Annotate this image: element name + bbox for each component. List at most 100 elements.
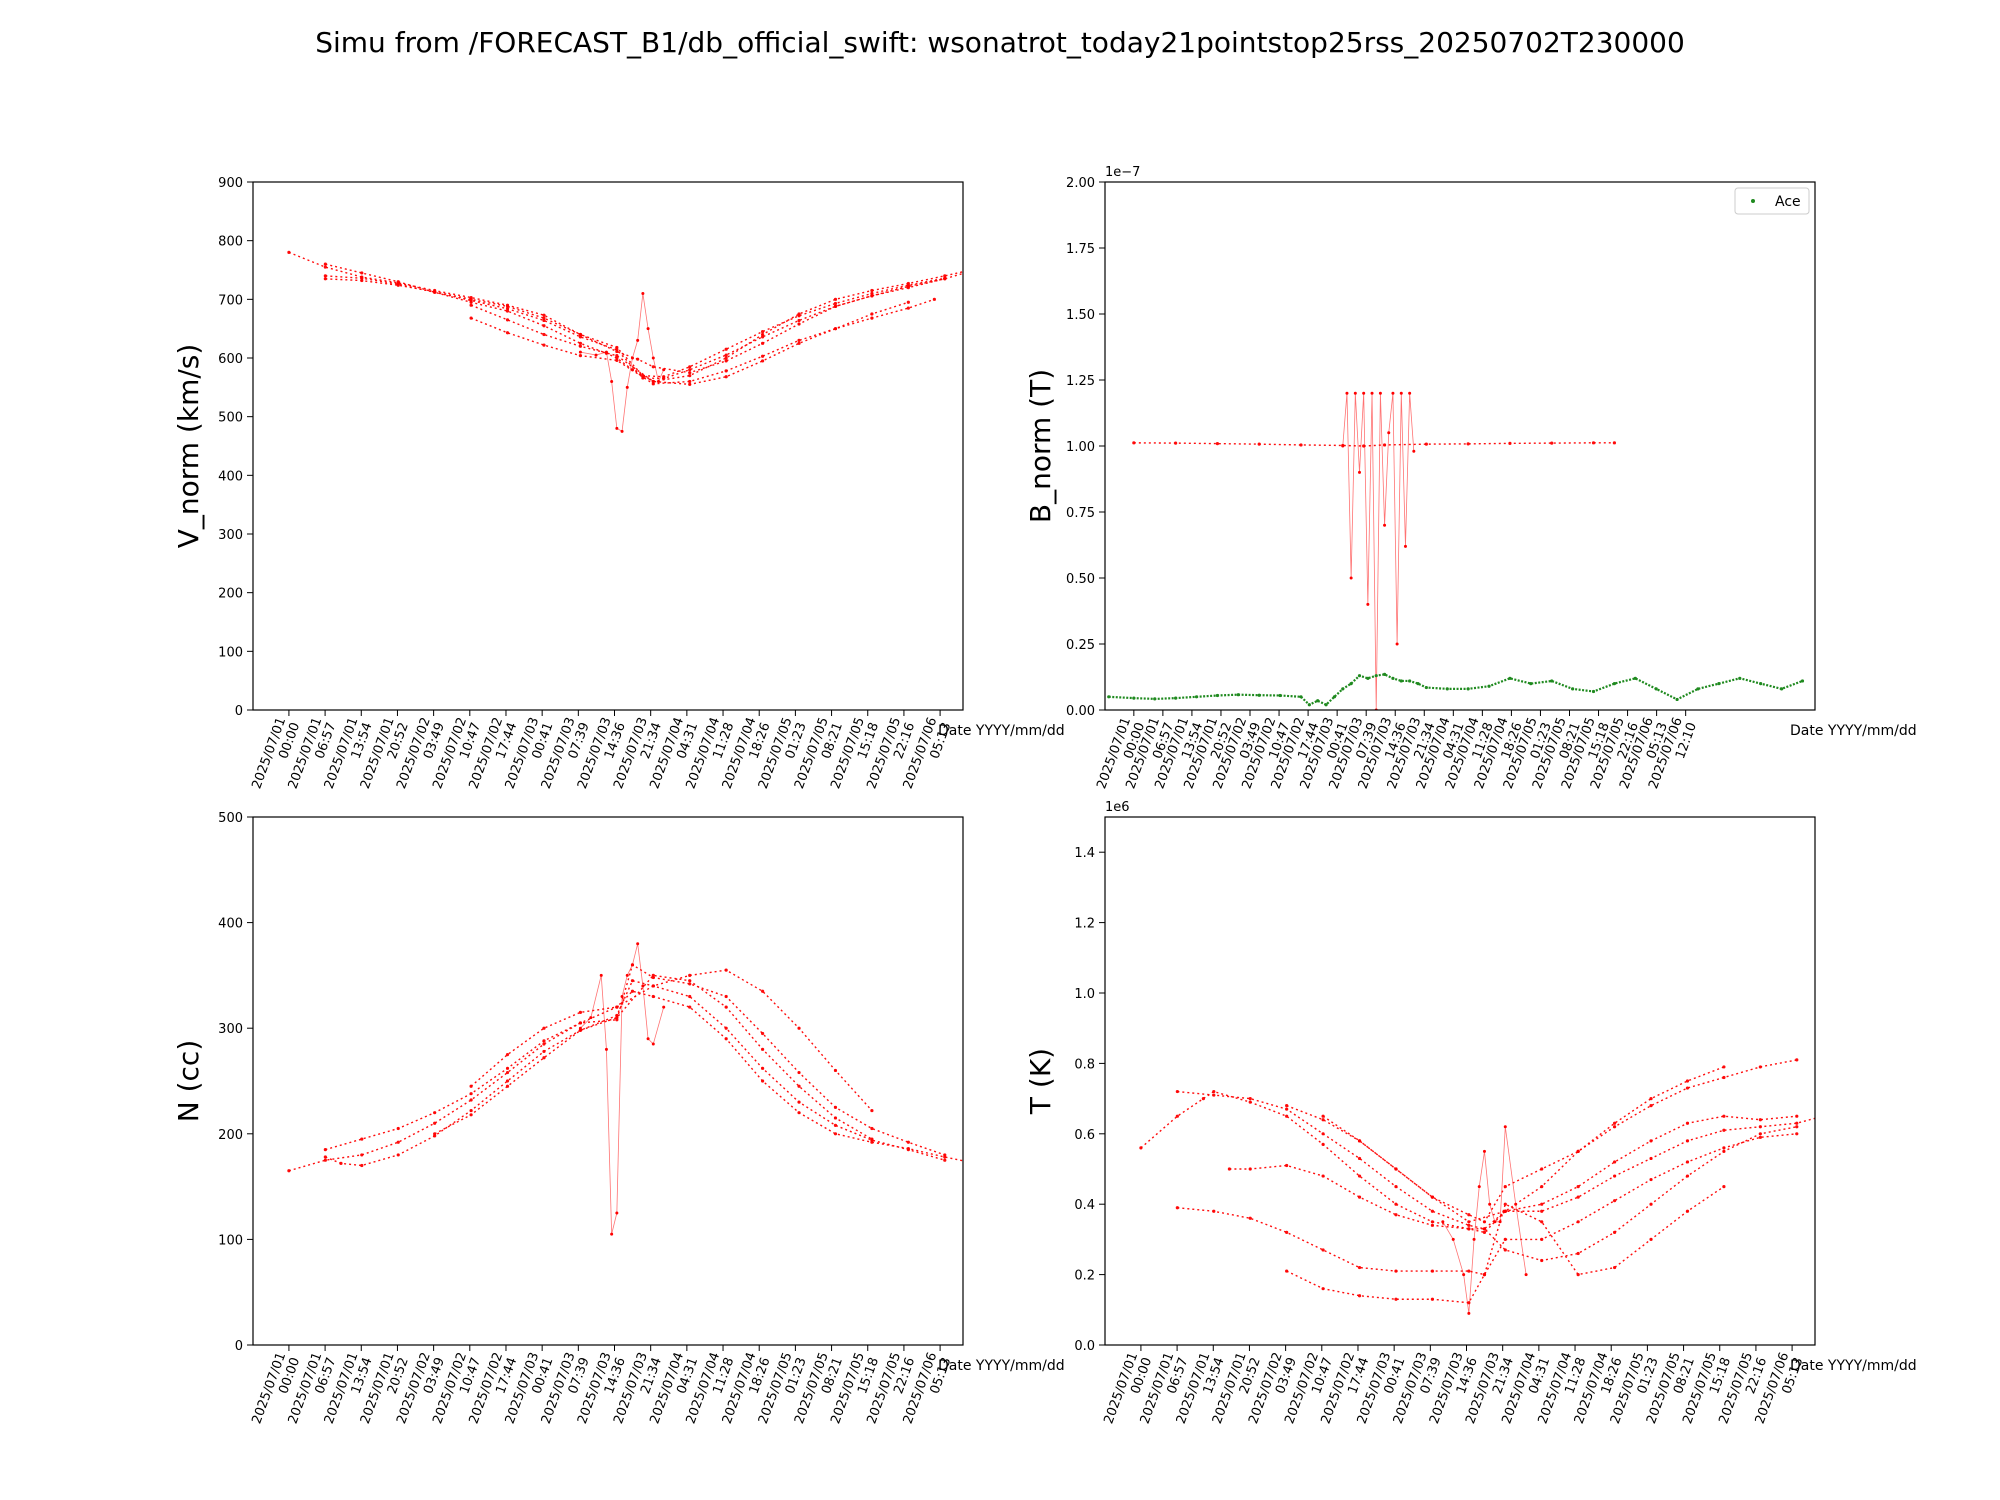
sim-series-1-point <box>578 341 583 345</box>
sim-series-4-point <box>1467 1213 1471 1217</box>
sim-series-0-point <box>651 994 655 999</box>
sim-series-4-point <box>1285 1104 1289 1108</box>
sim-series-1-point <box>360 271 364 275</box>
y-tick-label: 300 <box>218 1022 243 1037</box>
sim-series-4-point <box>870 316 874 320</box>
y-tick-label: 0 <box>235 704 243 719</box>
observation-point <box>1800 679 1805 683</box>
sim-noisy-point <box>615 426 619 430</box>
legend: Ace <box>1734 187 1810 215</box>
sim-series-3-point <box>360 278 364 283</box>
sim-series-4-point <box>615 1005 619 1009</box>
sim-series-1-point <box>906 1148 910 1152</box>
observation-point <box>1299 695 1303 699</box>
sim-series-4-point <box>542 343 546 347</box>
sim-series-3-point <box>1321 1174 1325 1178</box>
sim-series-2-point <box>433 1111 437 1115</box>
sim-series-1-point <box>339 1161 343 1165</box>
sim-series-0-point <box>636 357 640 361</box>
sim-noisy-point <box>630 963 634 967</box>
sim-series-1-point <box>724 356 728 360</box>
sim-noisy-point <box>1412 449 1416 453</box>
sim-series-1-point <box>1212 1093 1216 1097</box>
sim-noisy-point <box>610 379 614 383</box>
axes-frame <box>252 816 964 1346</box>
y-tick-label: 0.00 <box>1066 704 1095 719</box>
sim-series-3-point <box>542 1056 546 1060</box>
sim-series-5-point <box>1430 1297 1435 1301</box>
sim-series-1-point <box>943 1158 947 1162</box>
sim-series-3-point <box>1248 1167 1252 1171</box>
observation-point <box>1759 682 1763 686</box>
y-tick-label: 800 <box>218 235 243 250</box>
y-tick-label: 500 <box>218 811 243 826</box>
sim-noisy-point <box>1362 391 1366 395</box>
y-tick-label: 700 <box>218 293 243 308</box>
sim-series-2-point <box>943 1153 947 1157</box>
sim-noisy-point <box>651 356 655 360</box>
sim-series-0-point <box>1508 441 1512 445</box>
sim-series-2-point <box>615 348 619 352</box>
sim-series-1-point <box>833 1123 838 1127</box>
sim-series-6-point <box>1576 1149 1580 1153</box>
sim-series-2-point <box>1612 1199 1617 1203</box>
sim-series-2-point <box>1758 1135 1762 1139</box>
sim-series-5-point <box>1649 1237 1653 1241</box>
y-tick-label: 100 <box>218 645 243 660</box>
y-tick-label: 200 <box>218 1128 243 1143</box>
observation-point <box>1571 687 1575 691</box>
sim-series-4-point <box>1758 1065 1762 1069</box>
sim-series-0-point <box>287 250 291 254</box>
sim-series-3-point <box>578 1028 583 1032</box>
sim-noisy-point <box>1399 391 1403 395</box>
sim-series-0-point <box>323 265 327 269</box>
sim-series-0-point <box>1576 1195 1580 1199</box>
sim-noisy-point <box>641 984 645 988</box>
sim-noisy-point <box>662 368 666 372</box>
sim-series-1-point <box>542 1049 546 1054</box>
sim-noisy-point <box>1357 470 1361 474</box>
sim-series-3-point <box>505 1084 510 1088</box>
sim-series-5-point <box>760 359 765 363</box>
sim-series-5-point <box>688 382 692 386</box>
sim-series-0-point <box>1212 1089 1216 1094</box>
sim-series-5-point <box>1394 1297 1398 1301</box>
y-axis-label: B_norm (T) <box>1024 369 1057 523</box>
sim-series-0-point <box>1394 1202 1398 1206</box>
observation-point <box>1529 682 1533 686</box>
sim-series-0-point <box>360 1153 364 1157</box>
sim-series-2-point <box>870 294 874 298</box>
sim-series-5-point <box>651 379 655 384</box>
sim-series-4-point <box>1649 1104 1653 1108</box>
sim-series-3-point <box>688 365 692 369</box>
observation-point <box>1445 687 1449 691</box>
sim-series-6-point <box>1649 1097 1653 1101</box>
sim-series-2-point <box>760 1031 765 1036</box>
observation-point <box>1349 682 1353 686</box>
sim-series-2-point <box>578 335 583 339</box>
y-tick-label: 600 <box>218 352 243 367</box>
sim-series-1-point <box>1758 1118 1762 1122</box>
sim-series-3-point <box>1467 1227 1471 1231</box>
sim-series-1-point <box>1795 1114 1799 1118</box>
observation-point <box>1341 687 1345 691</box>
observation-point <box>1408 679 1412 683</box>
sim-series-4-point <box>724 369 728 373</box>
sim-series-0-point <box>1540 1209 1544 1213</box>
sim-series-4-point <box>651 984 655 988</box>
sim-series-3-point <box>906 283 910 287</box>
sim-series-4-point <box>797 338 801 342</box>
sim-series-2-point <box>578 1021 583 1025</box>
sim-series-0-point <box>688 1005 692 1009</box>
sim-series-2-point <box>1467 1269 1471 1273</box>
sim-series-0-point <box>287 1169 291 1173</box>
sim-series-5-point <box>1357 1294 1362 1298</box>
sim-series-0-point <box>760 341 765 345</box>
sim-series-3-point <box>797 314 801 318</box>
sim-noisy-point <box>651 1042 655 1046</box>
sim-series-1-point <box>688 374 692 378</box>
observation-point <box>1779 687 1784 691</box>
sim-series-0-point <box>724 359 728 363</box>
y-tick-label: 900 <box>218 176 243 191</box>
sim-noisy-point <box>589 1016 593 1020</box>
